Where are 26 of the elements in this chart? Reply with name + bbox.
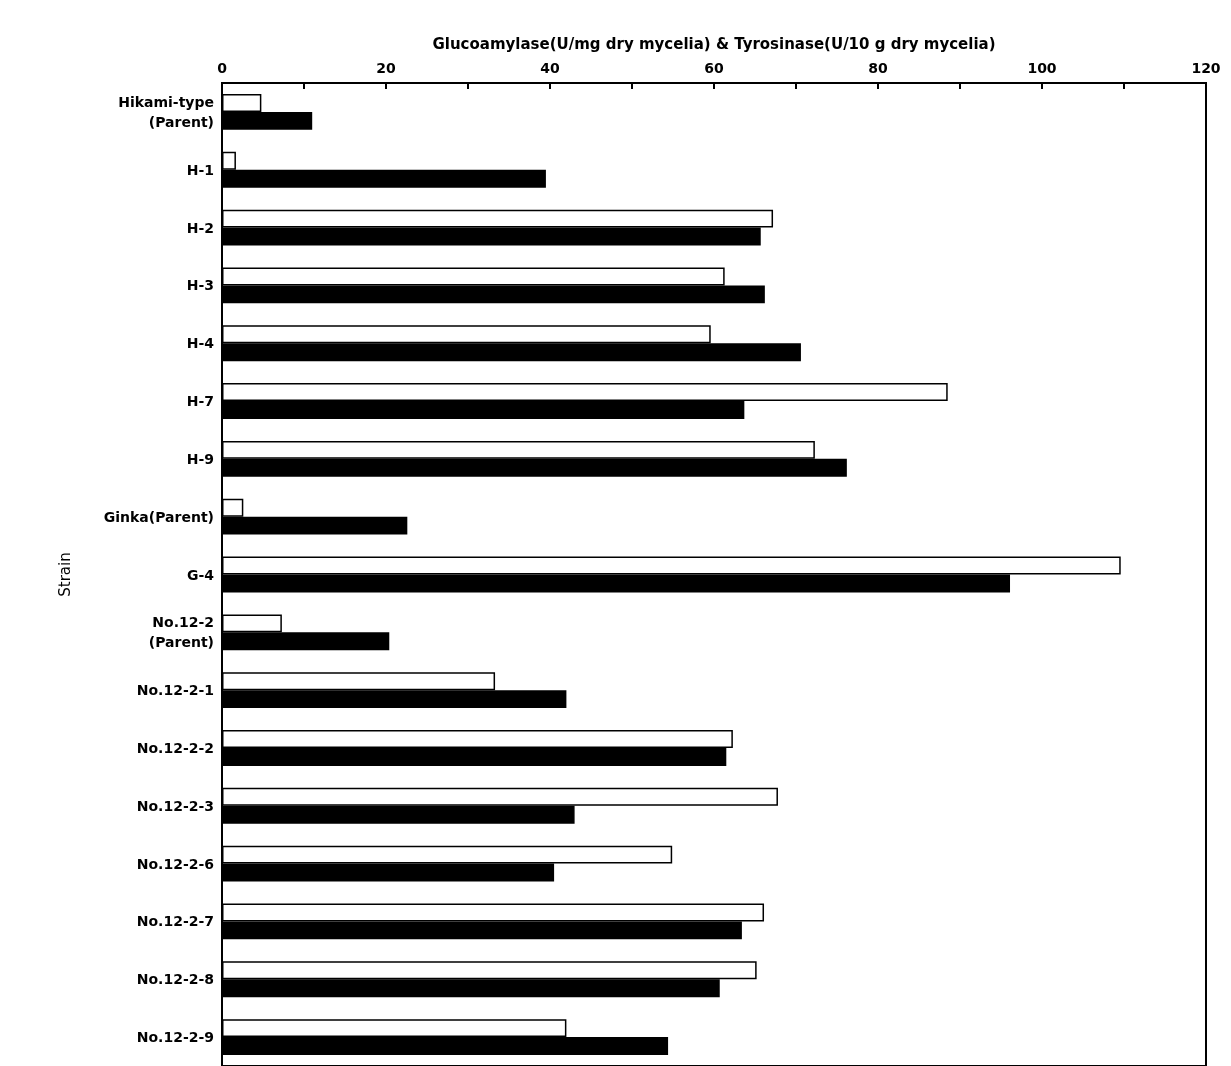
x-axis-title: Glucoamylase(U/mg dry mycelia) & Tyrosinase(U/10 g dry mycelia) bbox=[432, 34, 996, 53]
x-tick-label: 120 bbox=[1191, 60, 1221, 76]
y-tick-label: No.12-2 (Parent) bbox=[148, 614, 214, 651]
y-axis-title: Strain bbox=[55, 552, 74, 597]
y-tick-label: H-7 bbox=[186, 393, 214, 410]
y-tick-label: Hikami-type (Parent) bbox=[118, 93, 214, 130]
x-tick-label: 80 bbox=[868, 60, 888, 76]
y-tick-label: H-3 bbox=[186, 277, 214, 294]
y-tick-label: H-9 bbox=[186, 450, 214, 467]
y-tick-label: H-1 bbox=[186, 161, 214, 178]
y-tick-label: H-2 bbox=[186, 219, 214, 236]
y-tick-label: G-4 bbox=[186, 566, 215, 583]
x-tick-label: 40 bbox=[540, 60, 560, 76]
y-tick-label: H-4 bbox=[186, 335, 215, 352]
y-tick-label: No.12-2-1 bbox=[136, 682, 214, 699]
x-tick-label: 0 bbox=[217, 60, 228, 76]
y-tick-label: No.12-2-2 bbox=[136, 739, 214, 756]
y-tick-label: Ginka(Parent) bbox=[103, 508, 214, 525]
y-tick-label: No.12-2-6 bbox=[136, 855, 214, 872]
x-tick-label: 60 bbox=[704, 60, 724, 76]
y-tick-label: No.12-2-8 bbox=[136, 971, 214, 988]
x-tick-label: 100 bbox=[1027, 60, 1057, 76]
y-tick-label: No.12-2-3 bbox=[136, 797, 214, 814]
x-tick-label: 20 bbox=[376, 60, 396, 76]
y-tick-label: No.12-2-9 bbox=[136, 1029, 214, 1046]
y-tick-label: No.12-2-7 bbox=[136, 913, 214, 930]
